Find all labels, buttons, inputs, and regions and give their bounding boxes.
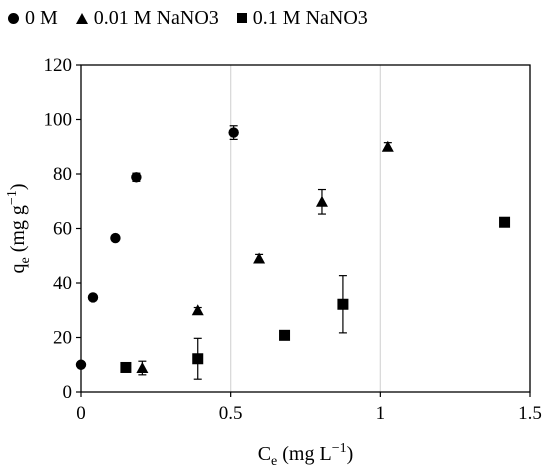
circle-marker-icon [8, 12, 19, 24]
data-point-triangle [136, 362, 149, 374]
y-axis-title: qe (mg g−1) [5, 183, 33, 273]
data-point-circle [75, 359, 87, 370]
y-tick-label: 80 [53, 164, 72, 185]
triangle-marker-icon [75, 12, 88, 24]
y-tick-label: 0 [63, 382, 73, 403]
data-point-square [120, 361, 132, 373]
x-tick-label: 0.5 [219, 403, 243, 424]
data-point-circle [131, 172, 142, 183]
y-tick-label: 40 [53, 273, 72, 294]
x-axis-title: Ce (mg L−1) [258, 441, 354, 469]
data-point-triangle [191, 304, 204, 316]
x-tick-label: 1.5 [518, 403, 542, 424]
data-point-square [337, 298, 349, 310]
data-point-triangle [253, 252, 266, 264]
legend-item-0-1m: 0.1 M NaNO3 [236, 6, 368, 30]
data-point-triangle [381, 140, 394, 152]
y-tick-label: 120 [44, 55, 73, 76]
legend-label-0-1m: 0.1 M NaNO3 [252, 6, 368, 29]
y-tick-label: 20 [53, 328, 72, 349]
data-point-triangle [315, 195, 328, 207]
square-marker-icon [236, 13, 247, 23]
data-point-circle [228, 127, 239, 138]
legend-label-0m: 0 M [25, 6, 58, 29]
x-tick-label: 1 [376, 403, 386, 424]
legend-label-0-01m: 0.01 M NaNO3 [93, 6, 219, 29]
legend-item-0m: 0 M [8, 7, 58, 30]
legend: 0 M 0.01 M NaNO3 0.1 M NaNO3 [8, 6, 386, 30]
data-point-circle [110, 232, 121, 244]
y-tick-label: 60 [53, 219, 72, 240]
data-point-square [499, 216, 511, 228]
legend-item-0-01m: 0.01 M NaNO3 [75, 6, 219, 30]
y-tick-label: 100 [44, 110, 73, 131]
data-point-square [279, 329, 291, 341]
data-point-square [192, 353, 204, 365]
data-point-circle [87, 292, 99, 303]
x-tick-label: 0 [76, 403, 86, 424]
plot-frame [80, 64, 531, 393]
